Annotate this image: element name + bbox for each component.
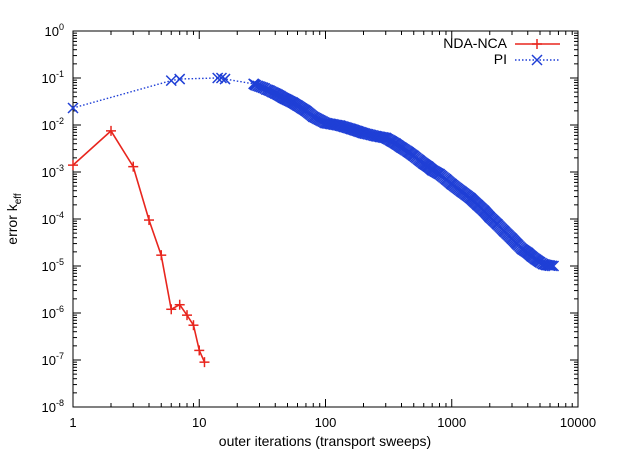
pi-marker: [370, 130, 382, 142]
nda-nca-marker: [106, 125, 117, 136]
x-tick-label: 1000: [437, 415, 466, 430]
x-tick-label: 100: [315, 415, 337, 430]
pi-marker: [263, 85, 276, 97]
pi-marker: [219, 73, 231, 85]
y-tick-label: 10-1: [42, 69, 64, 86]
pi-marker: [390, 138, 402, 150]
pi-marker: [547, 260, 560, 272]
pi-marker: [433, 168, 446, 180]
legend-sample-marker: [531, 54, 543, 66]
pi-marker: [334, 120, 346, 132]
nda-nca-marker: [68, 160, 78, 171]
y-axis-label-main: error k: [4, 203, 20, 244]
series-layer: [67, 72, 560, 368]
y-tick-label: 10-4: [42, 210, 64, 227]
pi-marker: [279, 93, 291, 105]
y-tick-label: 10-3: [42, 163, 64, 180]
x-tick-label: 10: [192, 415, 206, 430]
pi-marker: [345, 123, 357, 135]
pi-marker: [174, 73, 186, 85]
pi-marker: [300, 105, 312, 117]
pi-marker: [281, 94, 294, 106]
pi-marker: [67, 102, 79, 114]
x-tick-label: 10000: [560, 415, 596, 430]
nda-nca-marker: [156, 250, 167, 261]
pi-marker: [307, 111, 319, 123]
pi-marker: [357, 127, 370, 139]
legend: NDA-NCA PI: [443, 35, 560, 67]
pi-marker: [269, 87, 281, 99]
nda-nca-marker: [174, 299, 185, 310]
pi-marker: [446, 178, 458, 190]
pi-marker: [272, 89, 284, 101]
pi-marker: [266, 86, 278, 98]
legend-sample-marker: [532, 39, 542, 49]
x-tick-label: 1: [69, 415, 76, 430]
tick-labels: 1 10 100 1000 10000 10-8 10-7 10-6 10-5 10-4 10-3 1…: [42, 22, 597, 430]
nda-nca-marker: [166, 304, 177, 315]
pi-marker: [544, 260, 556, 272]
pi-marker: [456, 186, 468, 198]
nda-nca-marker: [199, 357, 210, 368]
legend-label-pi: PI: [494, 51, 507, 67]
y-axis-label-sub: eff: [13, 193, 24, 204]
pi-marker: [165, 75, 177, 87]
y-tick-label: 10-7: [42, 351, 64, 368]
x-axis-label: outer iterations (transport sweeps): [219, 433, 431, 449]
legend-label-nda-nca: NDA-NCA: [443, 35, 507, 51]
y-axis-label: error keff: [4, 193, 24, 245]
pi-marker: [215, 72, 228, 84]
nda-nca-marker: [194, 345, 205, 356]
pi-marker: [426, 164, 438, 176]
series-line-pi: [72, 77, 554, 267]
axis-ticks: [72, 30, 579, 408]
series-line-nda-nca: [72, 129, 206, 363]
y-tick-label: 100: [45, 22, 64, 39]
nda-nca-marker: [128, 161, 139, 172]
pi-marker: [260, 83, 272, 96]
pi-marker: [395, 142, 408, 154]
pi-marker: [516, 243, 528, 255]
svg-text:error keff: error keff: [4, 193, 24, 245]
pi-marker: [537, 258, 549, 270]
y-tick-label: 10-5: [42, 257, 64, 274]
pi-marker: [319, 117, 332, 129]
pi-marker: [402, 146, 414, 158]
y-tick-label: 10-6: [42, 304, 64, 321]
y-tick-label: 10-2: [42, 116, 64, 133]
nda-nca-marker: [188, 320, 199, 331]
nda-nca-marker: [144, 215, 155, 226]
nda-nca-marker: [182, 310, 193, 321]
y-tick-label: 10-8: [42, 398, 64, 415]
pi-marker: [534, 256, 546, 268]
pi-marker: [408, 150, 420, 162]
pi-marker: [291, 99, 304, 112]
pi-marker: [380, 132, 392, 144]
